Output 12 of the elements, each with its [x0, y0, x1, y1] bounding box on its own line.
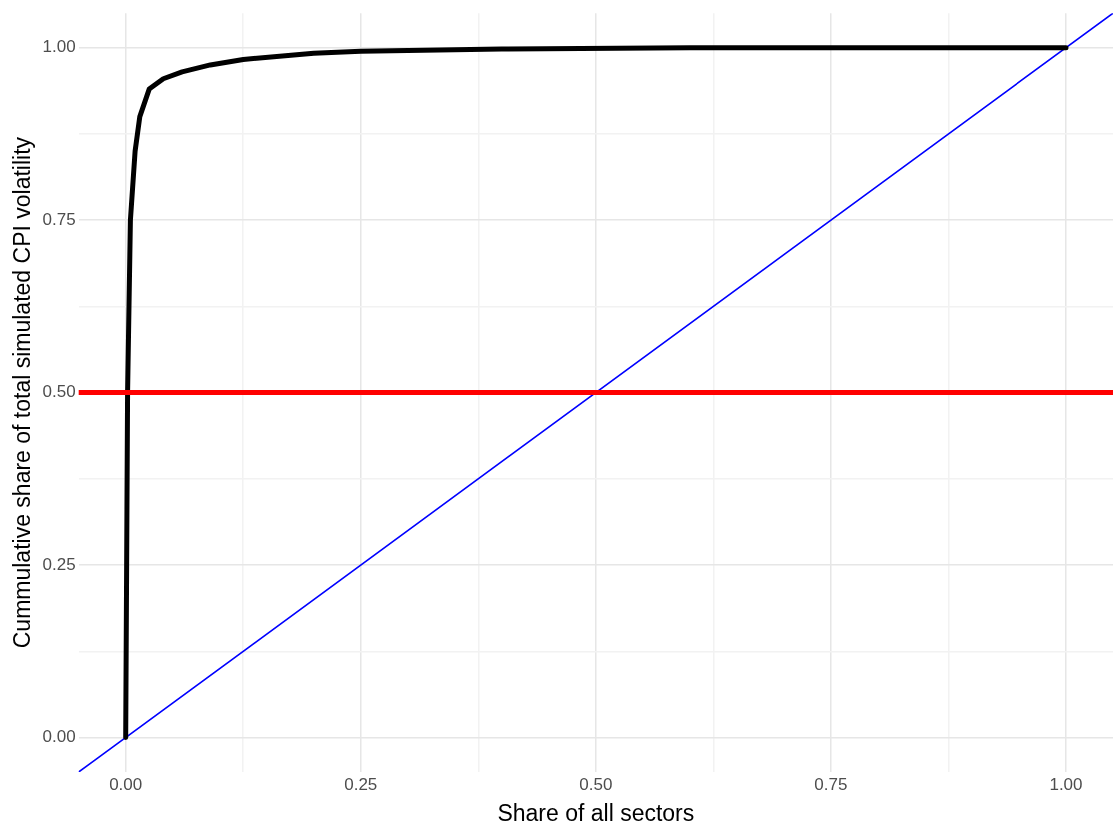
x-tick-label: 0.75 [814, 774, 848, 794]
x-tick-label: 0.50 [579, 774, 613, 794]
y-axis-title: Cummulative share of total simulated CPI volatility [9, 136, 36, 649]
x-tick-label: 0.00 [109, 774, 143, 794]
y-tick-label: 0.25 [42, 554, 76, 574]
x-tick-label: 1.00 [1049, 774, 1083, 794]
y-tick-label: 0.00 [42, 727, 76, 747]
x-tick-label: 0.25 [344, 774, 378, 794]
y-tick-label: 1.00 [42, 37, 76, 57]
y-tick-label: 0.50 [42, 382, 76, 402]
x-axis-title: Share of all sectors [497, 799, 695, 826]
y-tick-label: 0.75 [42, 209, 76, 229]
